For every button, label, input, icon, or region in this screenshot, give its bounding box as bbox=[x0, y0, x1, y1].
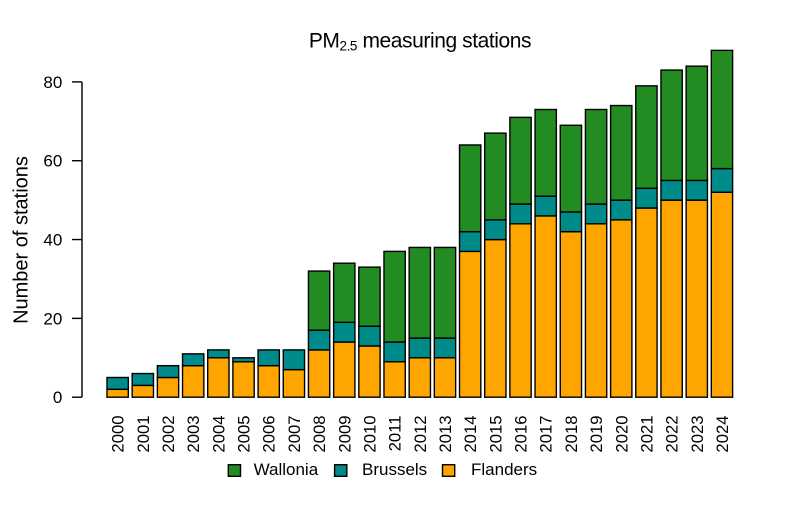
svg-text:2002: 2002 bbox=[159, 416, 178, 453]
svg-text:0: 0 bbox=[53, 388, 62, 407]
svg-text:Flanders: Flanders bbox=[471, 460, 537, 479]
svg-text:2001: 2001 bbox=[134, 416, 153, 453]
svg-text:2022: 2022 bbox=[663, 416, 682, 453]
svg-text:2006: 2006 bbox=[260, 416, 279, 453]
svg-text:2015: 2015 bbox=[486, 415, 505, 452]
svg-text:60: 60 bbox=[43, 152, 62, 171]
svg-text:2011: 2011 bbox=[386, 416, 405, 452]
svg-text:Wallonia: Wallonia bbox=[254, 460, 319, 479]
svg-text:2012: 2012 bbox=[411, 416, 430, 453]
svg-text:Brussels: Brussels bbox=[362, 460, 427, 479]
svg-text:2018: 2018 bbox=[562, 416, 581, 453]
svg-text:40: 40 bbox=[43, 230, 62, 249]
svg-text:2005: 2005 bbox=[235, 416, 254, 453]
svg-text:Number of stations: Number of stations bbox=[11, 156, 33, 324]
svg-text:2009: 2009 bbox=[335, 416, 354, 453]
svg-text:2023: 2023 bbox=[688, 416, 707, 453]
svg-text:2021: 2021 bbox=[637, 416, 656, 453]
svg-text:20: 20 bbox=[43, 309, 62, 328]
svg-text:2020: 2020 bbox=[612, 416, 631, 453]
svg-text:2003: 2003 bbox=[184, 416, 203, 453]
svg-text:2008: 2008 bbox=[310, 416, 329, 453]
svg-text:PM2.5 measuring stations: PM2.5 measuring stations bbox=[309, 29, 531, 53]
svg-text:2017: 2017 bbox=[537, 416, 556, 453]
svg-text:2000: 2000 bbox=[109, 416, 128, 453]
svg-text:2007: 2007 bbox=[285, 416, 304, 453]
svg-text:2016: 2016 bbox=[512, 416, 531, 453]
svg-text:2010: 2010 bbox=[360, 416, 379, 453]
svg-text:2004: 2004 bbox=[209, 416, 228, 453]
svg-text:2019: 2019 bbox=[587, 416, 606, 453]
svg-text:2024: 2024 bbox=[713, 416, 732, 453]
svg-text:80: 80 bbox=[43, 73, 62, 92]
svg-text:2013: 2013 bbox=[436, 416, 455, 453]
svg-text:2014: 2014 bbox=[461, 416, 480, 453]
